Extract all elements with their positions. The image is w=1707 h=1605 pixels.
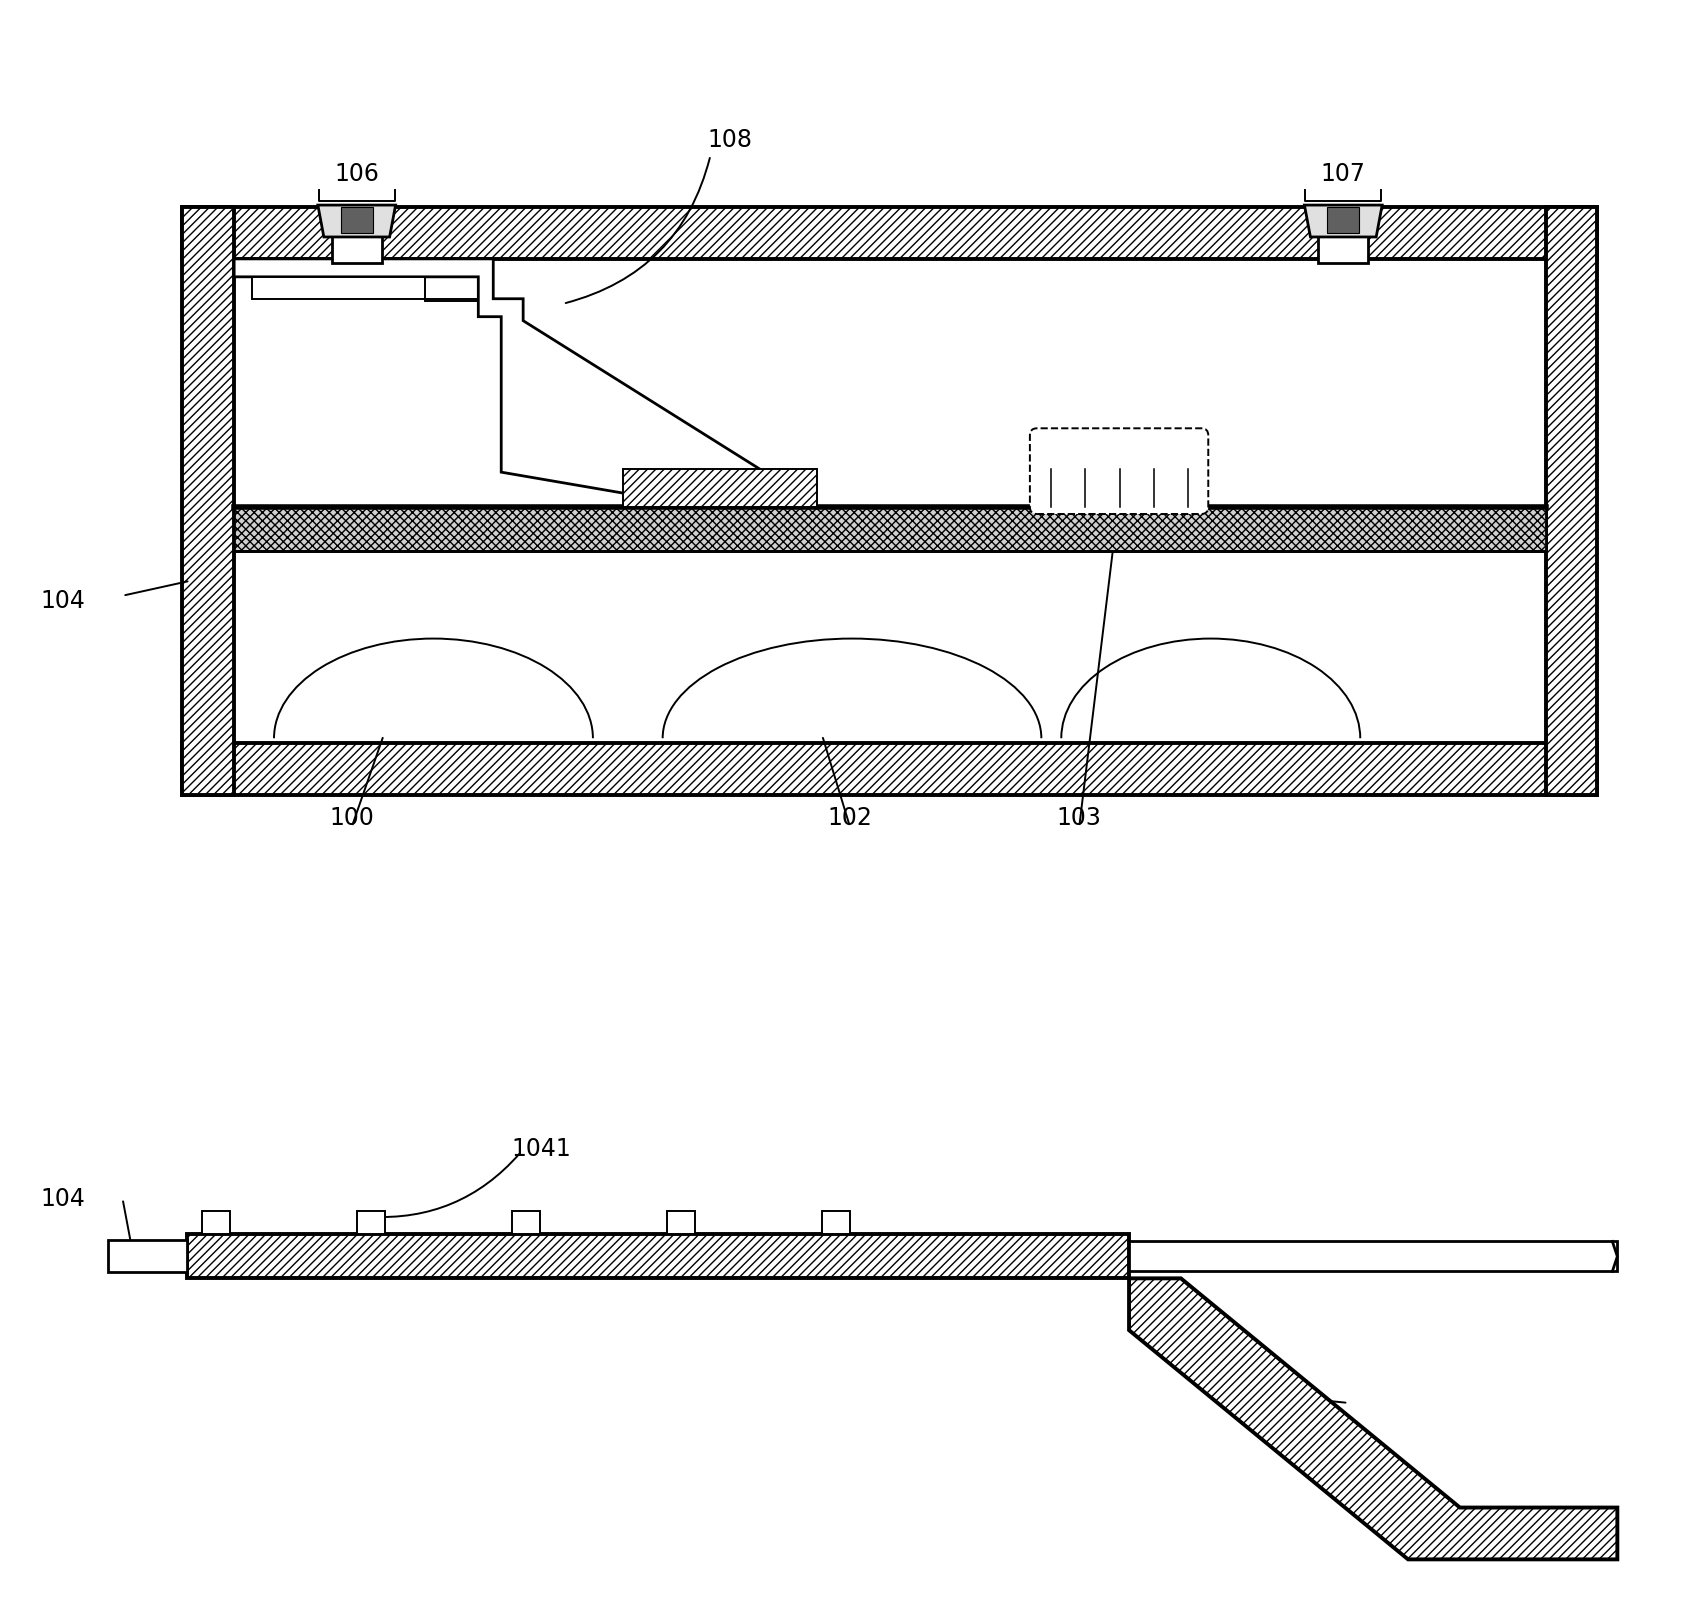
Polygon shape	[253, 276, 478, 300]
FancyBboxPatch shape	[1029, 429, 1207, 514]
Text: 107: 107	[1320, 162, 1366, 186]
Polygon shape	[623, 469, 816, 507]
Bar	[234, 258, 1545, 743]
Bar	[234, 507, 1545, 551]
Bar	[1545, 207, 1596, 794]
Bar	[667, 1210, 695, 1234]
Text: 104: 104	[41, 1186, 85, 1210]
Polygon shape	[318, 205, 396, 238]
Bar	[1326, 207, 1359, 233]
Polygon shape	[1128, 1278, 1617, 1560]
Bar	[1128, 1242, 1617, 1271]
Bar	[183, 743, 1596, 794]
Bar	[512, 1210, 539, 1234]
Bar	[1318, 234, 1367, 263]
Bar	[188, 1234, 1128, 1278]
Text: 103: 103	[1057, 806, 1101, 830]
Text: 1041: 1041	[510, 1136, 570, 1160]
Text: 102: 102	[828, 806, 872, 830]
Bar	[357, 1210, 384, 1234]
Bar	[821, 1210, 850, 1234]
Bar	[183, 207, 234, 794]
Bar	[331, 234, 381, 263]
Polygon shape	[234, 258, 816, 506]
Bar	[108, 1241, 188, 1273]
Text: 108: 108	[707, 128, 753, 152]
Text: 100: 100	[329, 806, 374, 830]
Text: 106: 106	[335, 162, 379, 186]
Text: 104: 104	[41, 589, 85, 613]
Bar	[341, 207, 372, 233]
Bar	[183, 207, 1596, 258]
Polygon shape	[1304, 205, 1381, 238]
Text: 108: 108	[1248, 1387, 1292, 1409]
Bar	[201, 1210, 230, 1234]
